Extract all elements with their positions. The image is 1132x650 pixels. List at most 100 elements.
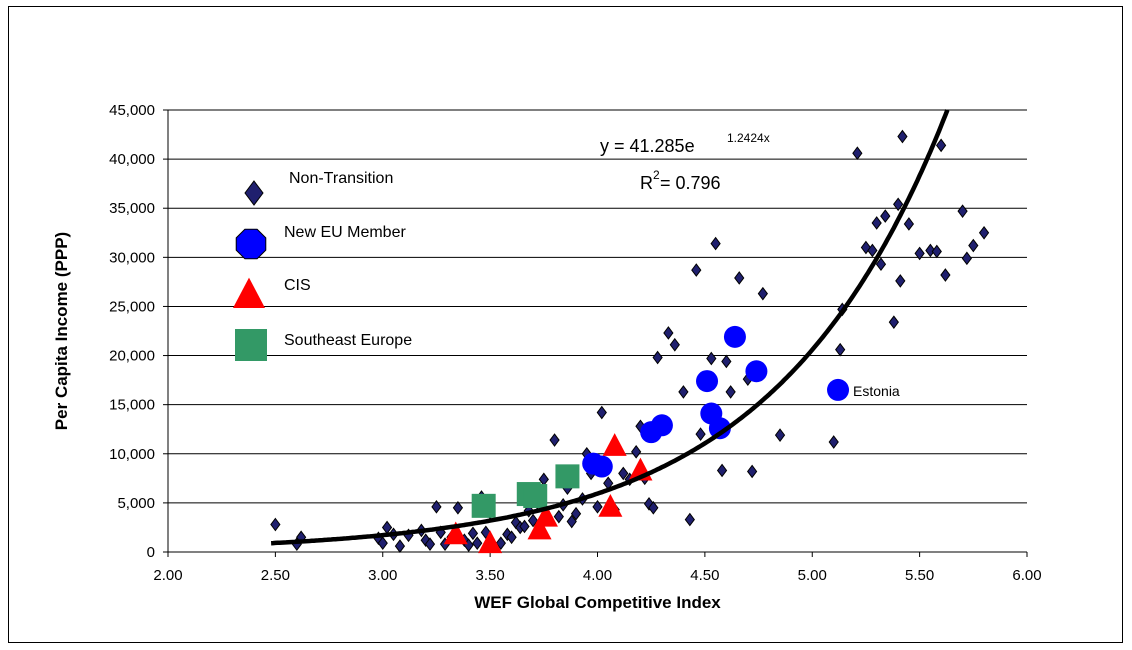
trendline-equation: y = 41.285e	[600, 136, 695, 156]
point-non-transition	[706, 351, 717, 366]
point-non-transition	[895, 274, 906, 288]
point-non-transition	[935, 138, 947, 153]
point-non-transition	[495, 536, 506, 550]
legend-label: CIS	[284, 277, 311, 294]
y-tick-label: 35,000	[109, 200, 155, 217]
x-tick-label: 3.00	[368, 567, 397, 584]
point-non-transition	[424, 537, 436, 551]
legend-label: Non-Transition	[289, 170, 393, 187]
point-non-transition	[746, 464, 758, 479]
point-new-eu-member	[590, 455, 613, 478]
point-non-transition	[835, 342, 846, 357]
point-non-transition	[678, 385, 689, 399]
point-southeast-europe	[471, 493, 496, 518]
point-non-transition	[596, 405, 607, 420]
point-non-transition	[880, 209, 891, 223]
x-tick-label: 5.00	[798, 567, 827, 584]
point-non-transition	[527, 513, 539, 528]
point-new-eu-member	[650, 414, 673, 437]
x-axis-title: WEF Global Competitive Index	[474, 593, 721, 612]
point-cis	[533, 503, 558, 527]
chart-frame	[8, 6, 1123, 643]
point-new-eu-member	[827, 378, 850, 401]
legend-marker-cis	[233, 277, 265, 308]
point-non-transition	[270, 517, 281, 532]
point-non-transition	[757, 286, 768, 301]
point-non-transition	[968, 238, 979, 253]
y-axis-title: Per Capita Income (PPP)	[52, 232, 71, 430]
point-non-transition	[871, 216, 882, 230]
x-tick-label: 2.00	[153, 567, 182, 584]
point-non-transition	[652, 350, 663, 365]
point-non-transition	[721, 354, 732, 369]
y-tick-label: 45,000	[109, 102, 155, 119]
point-new-eu-member	[708, 417, 731, 440]
point-non-transition	[452, 500, 464, 515]
point-non-transition	[691, 263, 702, 277]
r-squared-value: = 0.796	[660, 173, 721, 193]
legend-marker-non-transition	[244, 180, 264, 206]
x-tick-label: 3.50	[476, 567, 505, 584]
point-non-transition	[570, 506, 582, 521]
x-tick-label: 6.00	[1012, 567, 1041, 584]
x-tick-label: 4.00	[583, 567, 612, 584]
point-non-transition	[431, 499, 442, 514]
legend-label: Southeast Europe	[284, 332, 412, 349]
point-non-transition	[852, 146, 863, 161]
point-non-transition	[549, 433, 560, 447]
point-non-transition	[925, 243, 936, 258]
point-non-transition	[618, 466, 629, 481]
point-southeast-europe	[555, 464, 580, 489]
point-non-transition	[377, 536, 388, 550]
point-non-transition	[566, 514, 577, 529]
point-non-transition	[631, 444, 642, 459]
legend-marker-southeast-europe	[235, 329, 267, 361]
point-non-transition	[914, 246, 925, 261]
y-tick-label: 10,000	[109, 446, 155, 463]
x-tick-label: 4.50	[690, 567, 719, 584]
trendline	[270, 109, 950, 546]
r-squared-label: R	[640, 173, 653, 193]
annotation-label: Estonia	[853, 383, 900, 399]
x-tick-label: 2.50	[261, 567, 290, 584]
point-non-transition	[467, 526, 479, 541]
point-non-transition	[903, 217, 915, 231]
point-non-transition	[472, 536, 483, 550]
point-non-transition	[828, 435, 839, 449]
point-non-transition	[957, 204, 968, 219]
point-non-transition	[888, 315, 899, 329]
point-new-eu-member	[723, 325, 746, 348]
point-non-transition	[774, 428, 786, 442]
y-tick-label: 20,000	[109, 348, 155, 365]
point-non-transition	[381, 520, 393, 535]
point-non-transition	[940, 268, 951, 282]
point-cis	[527, 516, 552, 540]
point-non-transition	[897, 129, 908, 144]
y-tick-label: 25,000	[109, 298, 155, 315]
legend-label: New EU Member	[284, 224, 406, 241]
point-non-transition	[710, 236, 721, 251]
point-non-transition	[663, 326, 674, 340]
y-tick-label: 30,000	[109, 249, 155, 266]
point-cis	[598, 494, 623, 517]
point-non-transition	[725, 385, 736, 399]
point-cis	[443, 521, 468, 545]
point-non-transition	[978, 225, 990, 240]
y-tick-label: 15,000	[109, 397, 155, 414]
y-tick-label: 5,000	[117, 495, 155, 512]
trendline-exponent: 1.2424x	[727, 131, 770, 145]
point-non-transition	[867, 243, 878, 258]
point-new-eu-member	[696, 370, 719, 393]
point-southeast-europe	[523, 484, 548, 509]
point-non-transition	[695, 427, 706, 441]
point-non-transition	[734, 271, 745, 285]
point-non-transition	[592, 499, 603, 514]
point-non-transition	[716, 463, 728, 478]
point-non-transition	[506, 530, 517, 545]
point-non-transition	[961, 251, 972, 266]
point-cis	[478, 530, 503, 554]
point-non-transition	[553, 509, 564, 524]
point-non-transition	[875, 257, 887, 272]
x-tick-label: 5.50	[905, 567, 934, 584]
